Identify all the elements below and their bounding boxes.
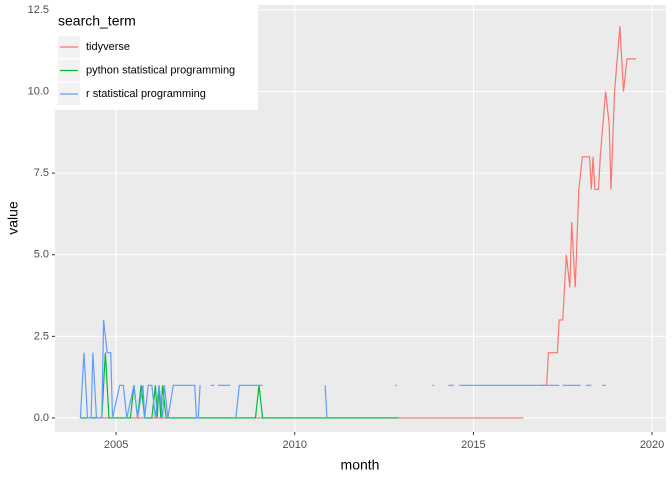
legend: search_term tidyverse python statistical p… [52, 5, 258, 110]
line [79, 319, 606, 419]
legend-title: search_term [58, 13, 136, 29]
legend-label: r statistical programming [86, 88, 206, 100]
y-tick-label: 5.0 [34, 249, 49, 261]
y-tick-label: 10.0 [28, 85, 49, 97]
x-tick-label: 2015 [461, 439, 485, 451]
y-tick-label: 7.5 [34, 167, 49, 179]
legend-label: python statistical programming [86, 64, 235, 76]
y-tick-label: 0.0 [34, 412, 49, 424]
y-tick-label: 12.5 [28, 4, 49, 16]
y-tick-label: 2.5 [34, 330, 49, 342]
x-tick-label: 2010 [283, 439, 307, 451]
legend-label: tidyverse [86, 41, 130, 53]
x-axis-title: month [341, 457, 380, 473]
y-axis-title: value [5, 201, 21, 235]
legend-box [52, 5, 258, 110]
x-tick-label: 2020 [640, 439, 664, 451]
x-tick-label: 2005 [104, 439, 128, 451]
